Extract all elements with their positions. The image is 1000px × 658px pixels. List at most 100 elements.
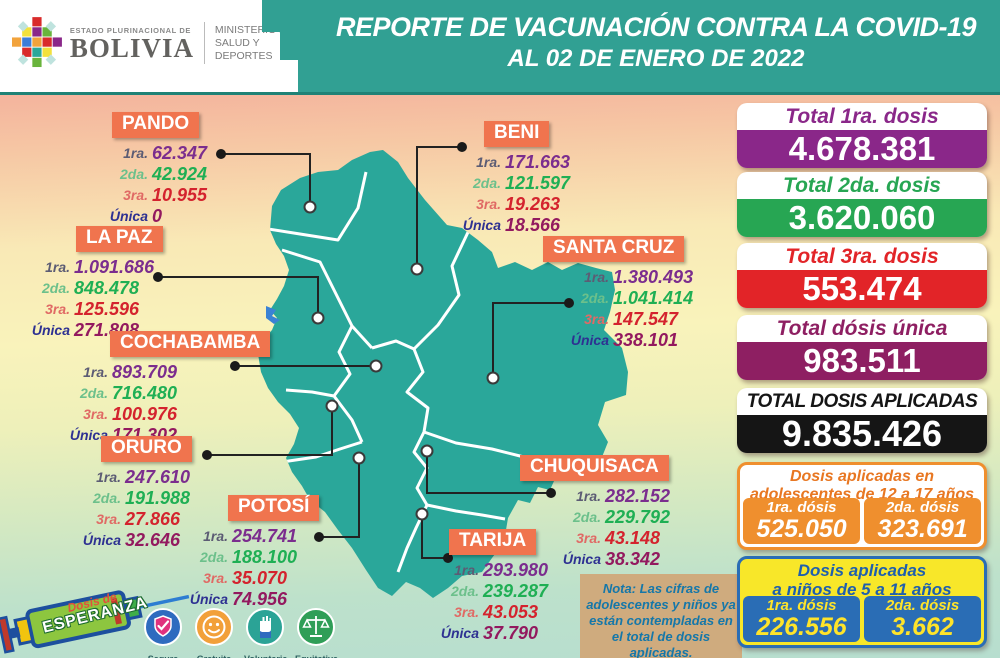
- dept-label: ORURO: [101, 436, 192, 462]
- children-cells: 1ra. dósis 226.556 2da. dósis 3.662: [743, 596, 981, 642]
- dept-santa-cruz: SANTA CRUZ 1ra. 1.380.493 2da. 1.041.414 3…: [543, 236, 694, 351]
- dept-label: LA PAZ: [76, 226, 163, 252]
- total-box-value: 983.511: [737, 342, 987, 380]
- dose-value: 74.956: [232, 589, 288, 609]
- dose-value: 125.596: [74, 299, 140, 319]
- adolescents-cells: 1ra. dósis 525.050 2da. dósis 323.691: [743, 498, 981, 544]
- dose-line: 1ra. 1.091.686: [16, 257, 163, 278]
- dose-value: 1.091.686: [74, 257, 155, 277]
- shield-check-icon: [144, 608, 182, 646]
- dose-line: 3ra. 43.148: [547, 528, 670, 549]
- dose-line: 2da. 191.988: [92, 488, 191, 508]
- adolescents-second-dose-cell: 2da. dósis 323.691: [864, 498, 981, 544]
- header-bar: ESTADO PLURINACIONAL DE BOLIVIA MINISTER…: [0, 0, 1000, 95]
- dose-value: 188.100: [232, 547, 298, 567]
- dept-label: BENI: [484, 121, 550, 147]
- total-box-value: 9.835.426: [737, 415, 987, 453]
- total-box-label: Total dósis única: [776, 317, 948, 340]
- note-box: Nota: Las cifras de adolescentes y niños…: [580, 574, 742, 658]
- dose-value: 893.709: [112, 362, 178, 382]
- logo-estado-text: ESTADO PLURINACIONAL DE: [69, 25, 191, 35]
- dose-line: 3ra. 19.263: [447, 194, 570, 215]
- dose-line: 1ra. 1.380.493: [584, 267, 694, 287]
- map-marker-cochabamba: [369, 359, 383, 373]
- dose-line: 1ra. 893.709: [54, 362, 270, 383]
- dose-value: 247.610: [125, 467, 191, 487]
- report-title: REPORTE DE VACUNACIÓN CONTRA LA COVID-19…: [320, 10, 992, 74]
- ministry-label: MINISTERIO DE SALUD Y DEPORTES: [214, 23, 294, 62]
- dept-label: PANDO: [112, 112, 200, 138]
- dose-line: 1ra. 62.347: [123, 143, 208, 163]
- dose-value: 43.148: [605, 528, 661, 548]
- dose-line: 2da. 121.597: [472, 173, 571, 193]
- connector-oruro: [207, 406, 333, 456]
- dose-line: 3ra. 27.866: [67, 509, 192, 530]
- dose-value: 10.955: [152, 185, 208, 205]
- dose-line: Única 37.790: [425, 623, 548, 644]
- dose-line: 3ra. 10.955: [123, 185, 208, 205]
- dose-line: 2da. 848.478: [16, 278, 163, 299]
- connector-potosi: [319, 458, 360, 538]
- connector-tarija: [421, 514, 448, 559]
- dose-value: 42.924: [152, 164, 208, 184]
- logo-divider: [203, 22, 205, 64]
- dose-line: 2da. 229.792: [572, 507, 671, 527]
- children-title: Dosis aplicadas a niños de 5 a 11 años: [772, 561, 952, 599]
- dept-beni: BENI 1ra. 171.663 2da. 121.597 3ra. 19.263 …: [447, 121, 570, 236]
- map-marker-beni: [410, 262, 424, 276]
- dose-value: 0: [152, 206, 163, 226]
- dose-line: Única 32.646: [67, 530, 192, 551]
- department-borders: [261, 171, 557, 573]
- map-marker-santa-cruz: [486, 371, 500, 385]
- map-marker-oruro: [325, 399, 339, 413]
- dose-line: 3ra. 147.547: [555, 309, 693, 330]
- principle-gratuita: Gratuita: [193, 607, 235, 658]
- dose-line: Única 338.101: [555, 330, 693, 351]
- dose-value: 716.480: [112, 383, 178, 403]
- dose-value: 229.792: [605, 507, 671, 527]
- dose-value: 19.263: [505, 194, 561, 214]
- dose-line: 1ra. 282.152: [576, 486, 671, 506]
- dept-oruro: ORURO 1ra. 247.610 2da. 191.988 3ra. 27.866…: [67, 436, 192, 551]
- dose-line: Única 0: [94, 206, 207, 227]
- dose-value: 282.152: [605, 486, 671, 506]
- map-marker-la-paz: [311, 311, 325, 325]
- dose-value: 100.976: [112, 404, 178, 424]
- dose-line: 3ra. 43.053: [425, 602, 548, 623]
- total-box-value: 553.474: [737, 270, 987, 308]
- dose-value: 338.101: [613, 330, 679, 350]
- note-text: Las cifras de adolescentes y niños ya es…: [586, 581, 736, 658]
- dose-value: 848.478: [74, 278, 140, 298]
- raised-hand-icon: [246, 608, 284, 646]
- adolescents-first-dose-cell: 1ra. dósis 525.050: [743, 498, 860, 544]
- dose-line: Única 74.956: [174, 589, 319, 610]
- connector-pando: [221, 153, 311, 207]
- dose-line: 2da. 239.287: [450, 581, 549, 601]
- dose-value: 32.646: [125, 530, 181, 550]
- principle-voluntaria: Voluntaria: [244, 607, 287, 658]
- dose-value: 18.566: [505, 215, 561, 235]
- bolivia-mosaic-logo-icon: [12, 17, 62, 68]
- dept-label: SANTA CRUZ: [543, 236, 685, 262]
- note-bold: Nota:: [602, 581, 637, 596]
- total-third-dose-box: Total 3ra. dosis 553.474: [737, 243, 987, 308]
- dept-potosi: POTOSÍ 1ra. 254.741 2da. 188.100 3ra. 35.07…: [174, 495, 320, 610]
- connector-lines: [158, 146, 569, 559]
- report-title-line2: AL 02 DE ENERO DE 2022: [507, 45, 805, 72]
- children-second-dose-cell: 2da. dósis 3.662: [864, 596, 981, 642]
- total-box-value: 4.678.381: [737, 130, 987, 168]
- total-single-dose-box: Total dósis única 983.511: [737, 315, 987, 380]
- dept-label: COCHABAMBA: [110, 331, 271, 357]
- dose-line: Única 18.566: [447, 215, 570, 236]
- report-title-line1: REPORTE DE VACUNACIÓN CONTRA LA COVID-19: [335, 12, 977, 42]
- total-box-label: Total 1ra. dosis: [785, 105, 939, 128]
- dept-chuquisaca: CHUQUISACA 1ra. 282.152 2da. 229.792 3ra. 4…: [520, 455, 671, 570]
- dose-line: 3ra. 125.596: [16, 299, 163, 320]
- connector-la-paz: [158, 276, 319, 318]
- connector-santa-cruz: [492, 302, 569, 378]
- dose-line: 2da. 42.924: [119, 164, 208, 184]
- hope-dose-syringe-icon: [0, 590, 190, 654]
- dept-label: TARIJA: [449, 529, 537, 555]
- children-doses-box: Dosis aplicadas a niños de 5 a 11 años 1…: [737, 556, 987, 648]
